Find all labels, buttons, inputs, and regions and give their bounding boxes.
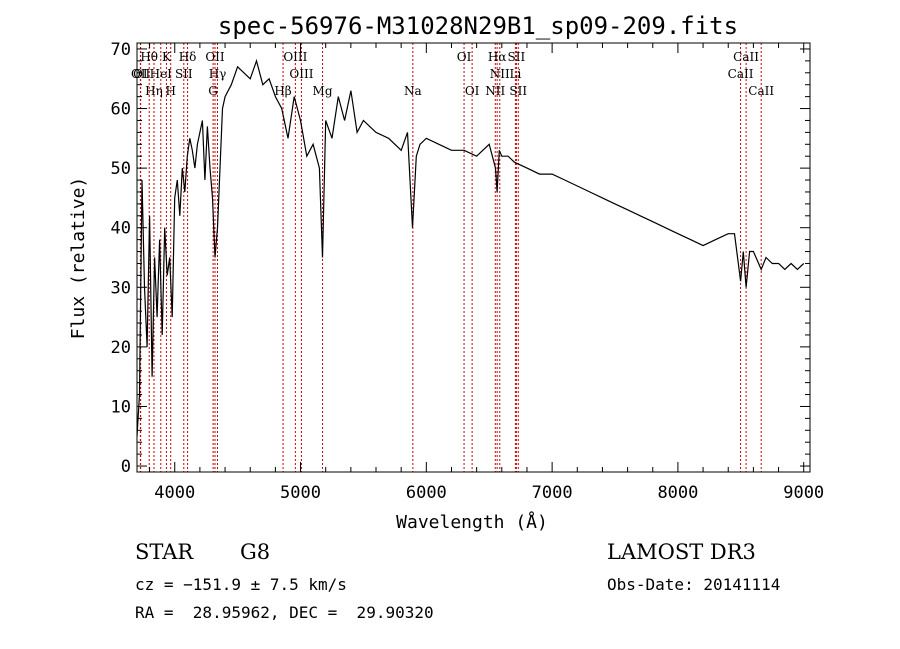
line-markers [139,43,762,472]
line-label: CaII [728,67,754,81]
line-label: Hα [488,50,507,64]
x-tick-label: 4000 [154,483,195,503]
line-label: OIII [283,50,307,64]
x-tick-label: 9000 [783,483,824,503]
line-label: K [162,50,172,64]
y-tick-label: 70 [111,40,131,60]
line-label: OII [205,50,225,64]
line-label: G [208,84,218,98]
y-tick-label: 20 [111,338,131,358]
x-tick-label: 5000 [280,483,321,503]
subclass-label: G8 [240,540,271,564]
line-label: H [165,84,175,98]
x-tick-label: 6000 [406,483,447,503]
redshift-text: cz = −151.9 ± 7.5 km/s [135,575,347,594]
line-label: OII [131,67,151,81]
line-label: Mg [313,84,333,98]
chart-title: spec-56976-M31028N29B1_sp09-209.fits [218,12,738,40]
line-label: SII [508,50,526,64]
axis-ticks: 4000 5000 6000 7000 8000 9000 0 10 20 30 40 50 60 70 [111,40,825,503]
line-label: OI [133,67,148,81]
y-tick-label: 10 [111,397,131,417]
plot-frame [136,42,811,473]
y-tick-label: 40 [111,219,131,239]
line-label: Hθ [140,50,158,64]
y-tick-label: 50 [111,159,131,179]
line-label: Na [404,84,422,98]
line-label: Hγ [209,67,227,81]
line-label: OI [457,50,472,64]
coordinates-text: RA = 28.95962, DEC = 29.90320 [135,603,434,622]
y-tick-label: 30 [111,278,131,298]
survey-label: LAMOST DR3 [607,540,756,564]
line-label: Li [509,67,521,81]
obs-date-text: Obs-Date: 20141114 [607,575,781,594]
line-label: OI [465,84,480,98]
line-label: NII [490,67,510,81]
line-label: Hβ [274,84,291,98]
line-label: NII [485,84,505,98]
x-axis-label: Wavelength (Å) [396,511,548,533]
x-tick-label: 8000 [657,483,698,503]
line-label: CaII [748,84,774,98]
line-label: OIII [289,67,313,81]
line-label: Hδ [179,50,197,64]
flux-series-line [136,58,805,437]
line-label: Hη [145,84,163,98]
line-label: HeI [150,67,173,81]
y-tick-label: 0 [121,457,131,477]
x-tick-label: 7000 [532,483,573,503]
line-label: SII [175,67,193,81]
y-axis-label: Flux (relative) [68,177,89,340]
y-tick-label: 60 [111,100,131,120]
line-label: SII [509,84,527,98]
line-label: CaII [733,50,759,64]
class-label: STAR [135,540,194,564]
